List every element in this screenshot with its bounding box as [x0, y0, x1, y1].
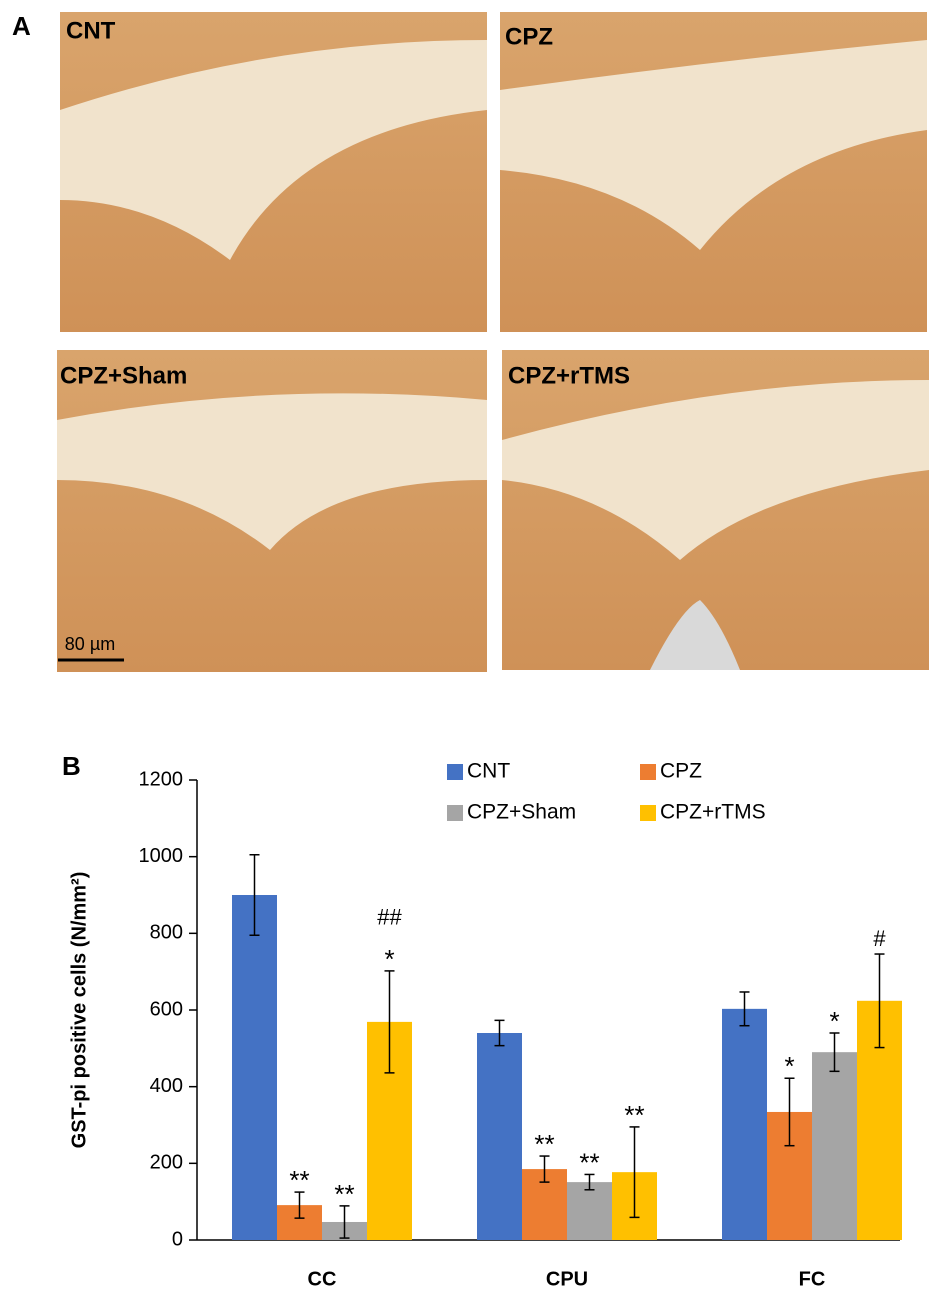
- image-label: CNT: [66, 17, 116, 44]
- y-tick-label: 800: [150, 922, 183, 944]
- x-tick-label: CPU: [546, 1268, 588, 1290]
- image-label: CPZ+rTMS: [508, 362, 630, 389]
- micrograph: [60, 12, 487, 332]
- x-tick-label: CC: [308, 1268, 337, 1290]
- significance-star: **: [289, 1165, 309, 1195]
- significance-star: *: [784, 1051, 794, 1081]
- significance-star: *: [384, 944, 394, 974]
- legend-label: CPZ+rTMS: [660, 801, 766, 824]
- bar: [567, 1182, 612, 1240]
- y-tick-label: 600: [150, 998, 183, 1020]
- significance-star: **: [579, 1147, 599, 1177]
- significance-star: *: [829, 1006, 839, 1036]
- y-tick-label: 200: [150, 1152, 183, 1174]
- legend-label: CPZ+Sham: [467, 801, 576, 824]
- legend-swatch: [447, 764, 463, 780]
- bar: [722, 1008, 767, 1240]
- scale-bar-label: 80 µm: [65, 634, 115, 654]
- legend-label: CNT: [467, 760, 510, 783]
- y-tick-label: 0: [172, 1228, 183, 1250]
- significance-star: **: [334, 1179, 354, 1209]
- y-tick-label: 400: [150, 1075, 183, 1097]
- bar: [477, 1033, 522, 1240]
- significance-hash: ##: [377, 905, 402, 930]
- panel-label: A: [12, 11, 31, 41]
- micrograph: [500, 12, 927, 332]
- y-tick-label: 1000: [139, 845, 184, 867]
- significance-star: **: [534, 1129, 554, 1159]
- legend-label: CPZ: [660, 760, 702, 783]
- bar: [232, 895, 277, 1240]
- image-label: CPZ+Sham: [60, 362, 187, 389]
- legend-swatch: [640, 764, 656, 780]
- significance-star: **: [624, 1100, 644, 1130]
- legend-swatch: [640, 805, 656, 821]
- legend-swatch: [447, 805, 463, 821]
- micrograph: [502, 350, 929, 670]
- micrograph: [57, 350, 487, 672]
- x-tick-label: FC: [799, 1268, 826, 1290]
- panel-label: B: [62, 751, 81, 781]
- bar: [812, 1052, 857, 1240]
- image-label: CPZ: [505, 23, 553, 50]
- significance-hash: #: [873, 926, 886, 951]
- y-axis-label: GST-pi positive cells (N/mm²): [68, 872, 90, 1149]
- y-tick-label: 1200: [139, 768, 184, 790]
